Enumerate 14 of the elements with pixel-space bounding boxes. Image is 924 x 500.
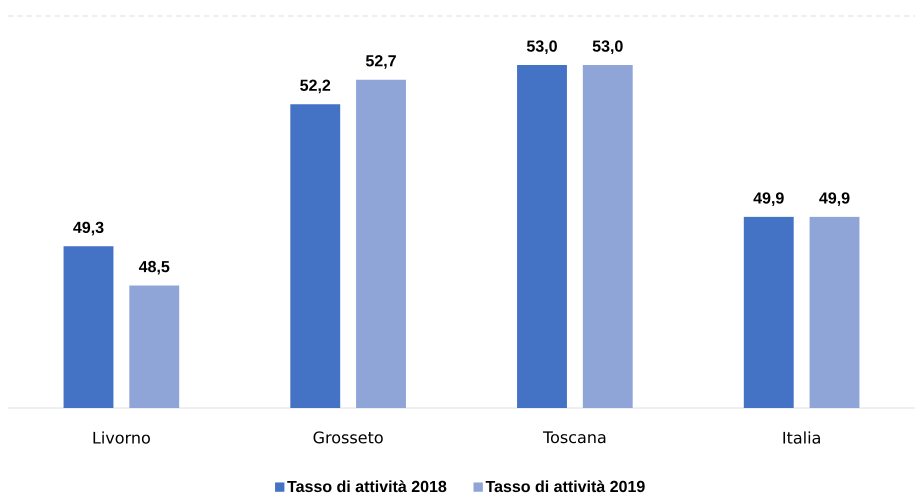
x-tick-label: Toscana bbox=[542, 431, 606, 444]
x-tick-label: Italia bbox=[783, 431, 820, 444]
data-label: 49,9 bbox=[753, 192, 784, 206]
legend-label: Tasso di attività 2018 bbox=[287, 480, 446, 492]
data-label: 52,2 bbox=[300, 80, 330, 94]
x-tick-label: Grosseto bbox=[314, 431, 383, 444]
data-label: 53,0 bbox=[592, 40, 623, 54]
data-label: 48,5 bbox=[138, 260, 170, 275]
legend-label: Tasso di attività 2019 bbox=[486, 480, 645, 492]
data-label: 49,9 bbox=[819, 192, 850, 206]
x-tick-label: Livorno bbox=[94, 431, 150, 444]
data-label: 52,7 bbox=[366, 55, 396, 69]
data-label: 53,0 bbox=[526, 40, 557, 54]
data-label: 49,3 bbox=[73, 222, 104, 236]
